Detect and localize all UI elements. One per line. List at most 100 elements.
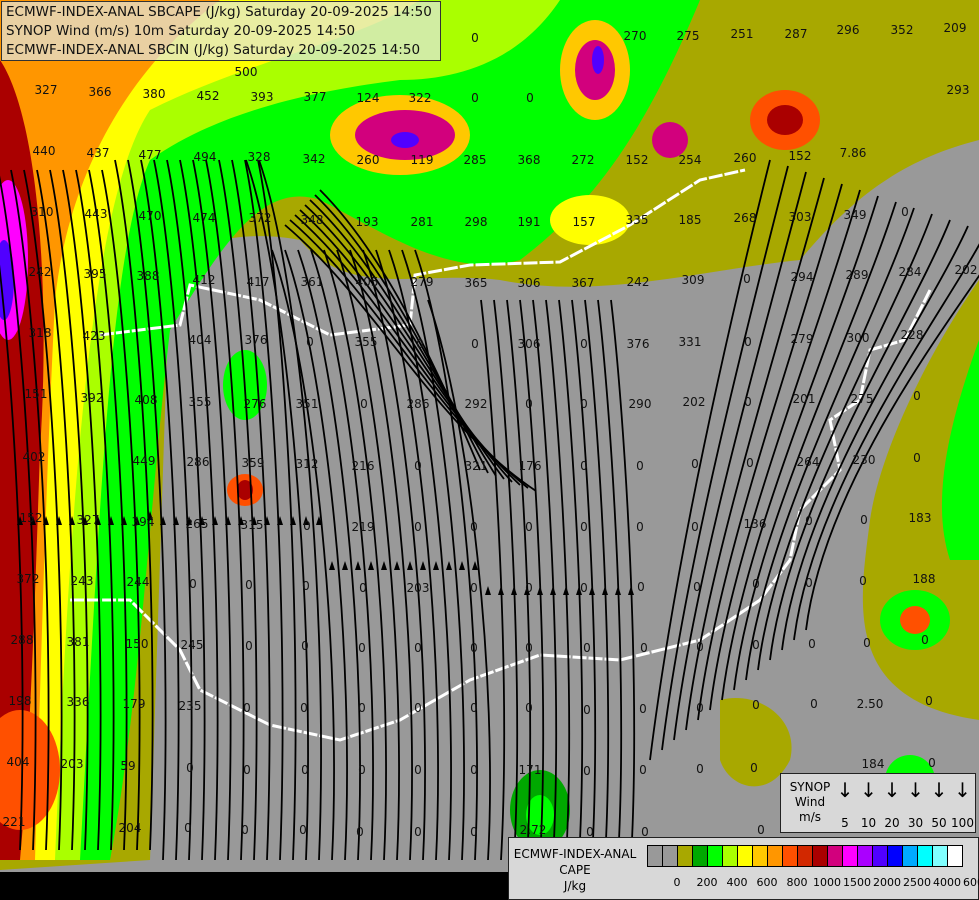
wind-direction-arrow-icon bbox=[485, 586, 491, 595]
cape-value-label: 0 bbox=[301, 763, 309, 777]
wind-streamline bbox=[205, 159, 245, 861]
cape-value-label: 293 bbox=[947, 83, 970, 97]
wind-direction-arrow-icon bbox=[199, 516, 205, 525]
wind-streamline bbox=[610, 299, 636, 861]
wind-direction-arrow-icon bbox=[108, 516, 114, 525]
cape-value-label: 209 bbox=[944, 21, 967, 35]
wind-direction-arrow-icon bbox=[212, 516, 218, 525]
wind-streamline bbox=[649, 159, 771, 761]
cape-value-label: 272 bbox=[572, 153, 595, 167]
wind-streamline bbox=[192, 159, 232, 861]
cape-value-label: 0 bbox=[241, 823, 249, 837]
cape-value-label: 287 bbox=[785, 27, 808, 41]
wind-direction-arrow-icon bbox=[342, 561, 348, 570]
cape-value-label: 417 bbox=[247, 275, 270, 289]
cape-value-label: 298 bbox=[465, 215, 488, 229]
cape-value-label: 2.50 bbox=[857, 697, 884, 711]
cape-value-label: 0 bbox=[921, 633, 929, 647]
wind-direction-arrow-icon bbox=[290, 516, 296, 525]
color-swatch bbox=[873, 846, 888, 866]
wind-direction-arrow-icon bbox=[17, 516, 23, 525]
cape-value-label: 242 bbox=[29, 265, 52, 279]
cape-value-label: 296 bbox=[837, 23, 860, 37]
wind-streamline bbox=[153, 159, 193, 861]
wind-streamline bbox=[231, 159, 271, 861]
cape-value-label: 59 bbox=[120, 759, 135, 773]
cape-value-label: 0 bbox=[471, 31, 479, 45]
wind-direction-arrow-icon bbox=[524, 586, 530, 595]
cape-value-label: 0 bbox=[359, 581, 367, 595]
wind-streamline bbox=[571, 299, 597, 861]
color-scale-tick: 0 bbox=[673, 876, 681, 889]
color-swatch bbox=[858, 846, 873, 866]
cape-value-label: 284 bbox=[899, 265, 922, 279]
cape-value-label: 328 bbox=[248, 150, 271, 164]
wind-streamline bbox=[545, 299, 571, 861]
cape-contour-area bbox=[0, 0, 220, 860]
cape-value-label: 201 bbox=[793, 392, 816, 406]
country-border-line bbox=[99, 168, 746, 337]
cape-value-label: 318 bbox=[29, 326, 52, 340]
wind-direction-arrow-icon bbox=[277, 516, 283, 525]
cape-value-label: 309 bbox=[682, 273, 705, 287]
color-swatch bbox=[648, 846, 663, 866]
cape-value-label: 0 bbox=[859, 574, 867, 588]
color-scale-tick: 2500 bbox=[903, 876, 931, 889]
cape-value-label: 288 bbox=[11, 633, 34, 647]
cape-value-label: 0 bbox=[580, 459, 588, 473]
cape-value-label: 0 bbox=[583, 641, 591, 655]
cape-legend-unit: J/kg bbox=[563, 879, 587, 893]
wind-streamline bbox=[49, 169, 89, 851]
wind-direction-arrow-icon bbox=[225, 516, 231, 525]
cape-value-label: 292 bbox=[465, 397, 488, 411]
color-swatch bbox=[948, 846, 962, 866]
wind-streamline bbox=[62, 169, 102, 851]
cape-value-label: 0 bbox=[356, 825, 364, 839]
cape-value-label: 216 bbox=[352, 459, 375, 473]
wind-direction-arrow-icon bbox=[550, 586, 556, 595]
wind-streamline bbox=[10, 169, 50, 851]
wind-streamline bbox=[0, 175, 37, 851]
cape-value-label: 0 bbox=[186, 761, 194, 775]
wind-streamline bbox=[480, 299, 506, 861]
cape-value-label: 254 bbox=[679, 153, 702, 167]
wind-streamline bbox=[558, 299, 584, 861]
wind-streamline bbox=[319, 189, 481, 471]
cape-value-label: 0 bbox=[414, 459, 422, 473]
wind-arrow-icon: ↓ bbox=[860, 778, 877, 802]
wind-speed-label: 50 bbox=[931, 816, 947, 830]
cape-value-label: 203 bbox=[61, 757, 84, 771]
map-title-box: ECMWF-INDEX-ANAL SBCAPE (J/kg) Saturday … bbox=[1, 1, 441, 61]
wind-streamline bbox=[258, 159, 322, 861]
cape-value-label: 289 bbox=[846, 268, 869, 282]
cape-value-label: 230 bbox=[853, 453, 876, 467]
cape-value-label: 279 bbox=[411, 275, 434, 289]
cape-value-label: 443 bbox=[85, 207, 108, 221]
cape-value-label: 349 bbox=[844, 208, 867, 222]
cape-value-label: 0 bbox=[580, 397, 588, 411]
wind-streamline bbox=[336, 249, 400, 861]
wind-streamline bbox=[23, 169, 63, 851]
cape-value-label: 342 bbox=[303, 152, 326, 166]
cape-value-label: 0 bbox=[752, 638, 760, 652]
wind-streamline bbox=[584, 299, 610, 861]
cape-value-label: 0 bbox=[525, 701, 533, 715]
wind-streamline bbox=[757, 213, 933, 671]
cape-value-label: 0 bbox=[757, 823, 765, 837]
cape-value-label: 0 bbox=[805, 514, 813, 528]
cape-value-label: 449 bbox=[133, 454, 156, 468]
cape-value-label: 0 bbox=[525, 520, 533, 534]
wind-arrow-icon: ↓ bbox=[954, 778, 971, 802]
cape-contour-area bbox=[767, 105, 803, 135]
cape-value-label: 0 bbox=[189, 577, 197, 591]
wind-streamline bbox=[427, 299, 491, 861]
wind-arrow-icon: ↓ bbox=[930, 778, 948, 802]
cape-value-label: 0 bbox=[358, 641, 366, 655]
wind-direction-arrow-icon bbox=[160, 516, 166, 525]
cape-value-label: 0 bbox=[586, 825, 594, 839]
cape-value-label: 279 bbox=[791, 332, 814, 346]
color-swatch bbox=[933, 846, 948, 866]
wind-streamline bbox=[36, 169, 76, 851]
wind-streamline bbox=[271, 249, 335, 861]
